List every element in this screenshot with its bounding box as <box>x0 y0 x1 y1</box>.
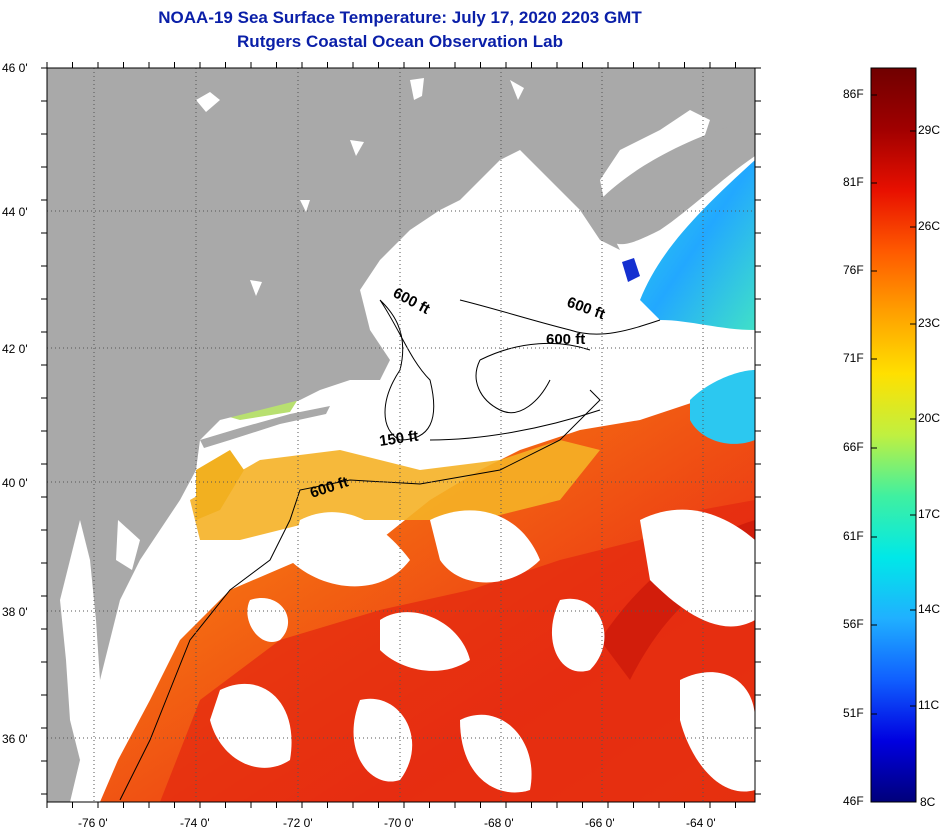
chesapeake-bay <box>60 520 100 760</box>
nj-coastal-sst <box>196 450 244 520</box>
cb-label-76f: 76F <box>843 263 864 277</box>
cb-label-17c: 17C <box>918 507 941 521</box>
cb-label-86f: 86F <box>843 87 864 101</box>
cb-label-26c: 26C <box>918 219 941 233</box>
cb-label-20c: 20C <box>918 411 941 425</box>
inland-lakes <box>196 78 524 296</box>
cb-label-23c: 23C <box>918 316 941 330</box>
cb-label-14c: 14C <box>918 602 941 616</box>
lon-label-76: -76 0' <box>78 816 108 830</box>
cb-label-81f: 81F <box>843 175 864 189</box>
lat-label-38: 38 0' <box>2 605 28 619</box>
cb-label-56f: 56F <box>843 617 864 631</box>
lat-label-44: 44 0' <box>2 205 28 219</box>
cloud-patches <box>210 509 755 793</box>
colorbar-ticks <box>871 94 916 715</box>
lat-label-40: 40 0' <box>2 476 28 490</box>
lon-label-68: -68 0' <box>484 816 514 830</box>
cb-label-29c: 29C <box>918 123 941 137</box>
cb-label-66f: 66F <box>843 440 864 454</box>
cb-label-71f: 71F <box>843 351 864 365</box>
lat-label-36: 36 0' <box>2 732 28 746</box>
lon-label-70: -70 0' <box>384 816 414 830</box>
axis-ticks <box>41 62 761 808</box>
cb-label-11c: 11C <box>918 698 940 712</box>
delaware-bay <box>116 520 140 570</box>
land-mainland <box>47 68 755 802</box>
cool-sst-region <box>640 160 755 330</box>
land-nova-scotia <box>600 118 755 245</box>
map-frame <box>46 67 756 803</box>
colorbar[interactable] <box>870 67 917 803</box>
cb-label-8c: 8C <box>920 795 936 809</box>
chart-subtitle: Rutgers Coastal Ocean Observation Lab <box>237 32 563 51</box>
cb-label-46f: 46F <box>843 794 864 808</box>
contour-label-150: 150 ft <box>378 428 419 450</box>
cool-sst-patch-georges <box>690 370 755 444</box>
lat-label-42: 42 0' <box>2 342 28 356</box>
lon-label-64: -64 0' <box>686 816 716 830</box>
chart-title: NOAA-19 Sea Surface Temperature: July 17… <box>158 8 642 27</box>
contour-label-600-e: 600 ft <box>546 331 585 348</box>
mid-shelf-warm-band <box>190 440 600 540</box>
lat-label-46: 46 0' <box>2 61 28 75</box>
cb-label-51f: 51F <box>843 706 864 720</box>
lon-label-66: -66 0' <box>585 816 615 830</box>
bathymetry-contours <box>119 299 661 801</box>
lon-label-74: -74 0' <box>180 816 210 830</box>
lon-label-72: -72 0' <box>283 816 313 830</box>
cold-spot <box>622 258 640 282</box>
cb-label-61f: 61F <box>843 529 864 543</box>
